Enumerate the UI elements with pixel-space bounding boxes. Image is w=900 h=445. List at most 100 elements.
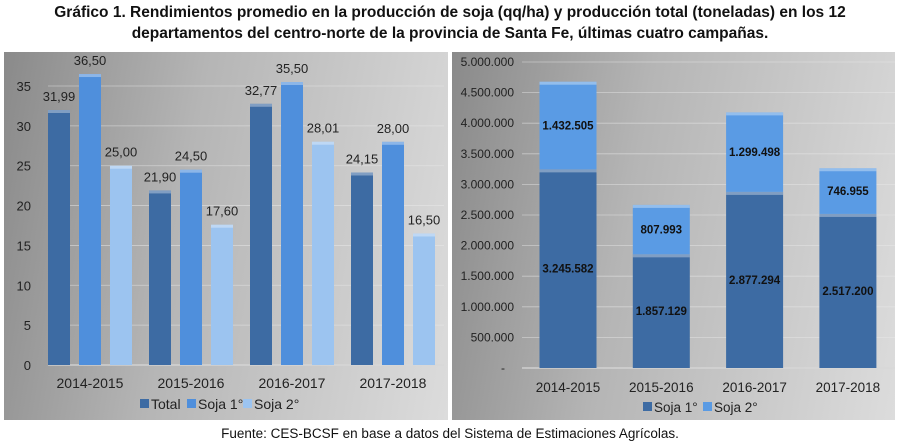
x-tick-label: 2014-2015	[57, 375, 124, 391]
data-label: 16,50	[408, 212, 441, 227]
legend-swatch	[140, 399, 149, 408]
bar-top-highlight	[539, 169, 597, 173]
data-label: 28,00	[377, 121, 410, 136]
bar-soja2	[211, 224, 233, 365]
bar-top-highlight	[250, 103, 272, 107]
title-line-1: Gráfico 1. Rendimientos promedio en la p…	[54, 4, 846, 21]
bar-top-highlight	[281, 82, 303, 86]
data-label: 36,50	[74, 53, 107, 68]
y-tick-label: 4.500.000	[461, 86, 515, 100]
y-tick-label: 1.000.000	[461, 300, 515, 314]
data-label: 1.857.129	[636, 306, 687, 318]
source-note: Fuente: CES-BCSF en base a datos del Sis…	[221, 426, 679, 441]
bar-segment-soja2	[539, 81, 597, 170]
yield-chart-panel: 0 5 10 15 20 25 30 35 31,99 36,50 25,00 2014-2015 21…	[4, 52, 448, 420]
data-label: 24,50	[175, 149, 208, 164]
data-label: 21,90	[144, 169, 177, 184]
bar-top-highlight	[819, 168, 877, 172]
production-chart: - 500.000 1.000.000 1.500.000 2.000.000 2.500…	[461, 55, 895, 415]
bar-soja2	[413, 233, 435, 365]
data-label: 28,01	[307, 121, 340, 136]
bar-total	[149, 190, 171, 365]
bar-top-highlight	[632, 254, 690, 258]
x-tick-label: 2015-2016	[629, 380, 694, 395]
bar-top-highlight	[110, 165, 132, 169]
y-tick-label: 20	[17, 199, 31, 214]
y-tick-label: 4.000.000	[461, 116, 515, 130]
bar-soja1	[180, 169, 202, 365]
y-tick-label: 1.500.000	[461, 269, 515, 283]
legend-label: Soja 1°	[198, 396, 243, 412]
data-label: 2.877.294	[729, 275, 781, 287]
y-tick-label: 25	[17, 159, 31, 174]
bar-top-highlight	[48, 109, 70, 113]
data-label: 17,60	[206, 204, 239, 219]
x-tick-label: 2014-2015	[536, 380, 601, 395]
data-label: 2.517.200	[822, 286, 873, 298]
bar-total	[351, 172, 373, 365]
bar-total	[48, 109, 70, 365]
bar-soja1	[281, 82, 303, 365]
y-tick-label: 500.000	[471, 330, 515, 344]
title-line-2: departamentos del centro-norte de la pro…	[131, 25, 769, 42]
legend-label: Soja 2°	[714, 400, 758, 415]
bar-segment-soja2	[726, 112, 784, 192]
y-tick-label: 15	[17, 238, 31, 253]
data-label: 1.299.498	[729, 147, 781, 159]
y-tick-label: 5.000.000	[461, 55, 515, 69]
legend-swatch	[243, 399, 252, 408]
legend-label: Soja 1°	[654, 400, 698, 415]
bar-segment-soja1	[539, 169, 597, 368]
legend-swatch	[643, 402, 652, 411]
data-label: 25,00	[105, 145, 138, 160]
production-chart-panel: - 500.000 1.000.000 1.500.000 2.000.000 2.500…	[452, 52, 895, 420]
bar-top-highlight	[211, 224, 233, 228]
legend-label: Soja 2°	[254, 396, 299, 412]
bar-segment-soja2	[819, 168, 877, 214]
x-tick-label: 2016-2017	[259, 375, 326, 391]
bar-segment-soja1	[726, 191, 784, 368]
y-tick-label: 3.500.000	[461, 147, 515, 161]
bar-soja2	[110, 165, 132, 365]
y-tick-label: 30	[17, 119, 31, 134]
bar-top-highlight	[312, 141, 334, 145]
y-tick-label: -	[501, 361, 505, 375]
bar-top-highlight	[632, 204, 690, 208]
bar-top-highlight	[180, 169, 202, 173]
y-tick-label: 35	[17, 79, 31, 94]
bar-segment-soja1	[819, 213, 877, 368]
data-label: 31,99	[43, 89, 76, 104]
y-tick-label: 3.000.000	[461, 177, 515, 191]
bar-top-highlight	[382, 141, 404, 145]
bar-top-highlight	[413, 233, 435, 237]
data-label: 746.955	[827, 186, 869, 198]
data-label: 32,77	[245, 83, 278, 98]
data-label: 35,50	[276, 61, 309, 76]
data-label: 1.432.505	[542, 121, 594, 133]
legend-swatch	[187, 399, 196, 408]
bar-top-highlight	[79, 74, 101, 78]
x-tick-label: 2017-2018	[360, 375, 427, 391]
x-tick-label: 2016-2017	[722, 380, 787, 395]
bar-segment-soja2	[632, 204, 690, 255]
data-label: 24,15	[346, 151, 379, 166]
bar-top-highlight	[149, 190, 171, 194]
bar-top-highlight	[351, 172, 373, 176]
bar-soja1	[79, 74, 101, 366]
y-tick-label: 2.000.000	[461, 239, 515, 253]
bar-top-highlight	[726, 191, 784, 195]
bar-soja2	[312, 141, 334, 365]
x-tick-label: 2015-2016	[158, 375, 225, 391]
bar-segment-soja1	[632, 254, 690, 368]
bar-top-highlight	[726, 112, 784, 116]
bar-top-highlight	[819, 213, 877, 217]
yield-chart: 0 5 10 15 20 25 30 35 31,99 36,50 25,00 2014-2015 21…	[17, 53, 444, 412]
bar-top-highlight	[539, 81, 597, 85]
x-tick-label: 2017-2018	[816, 380, 881, 395]
data-label: 807.993	[641, 225, 683, 237]
y-tick-label: 2.500.000	[461, 208, 515, 222]
y-tick-label: 5	[24, 318, 31, 333]
bar-total	[250, 103, 272, 365]
data-label: 3.245.582	[542, 264, 593, 276]
bar-soja1	[382, 141, 404, 365]
